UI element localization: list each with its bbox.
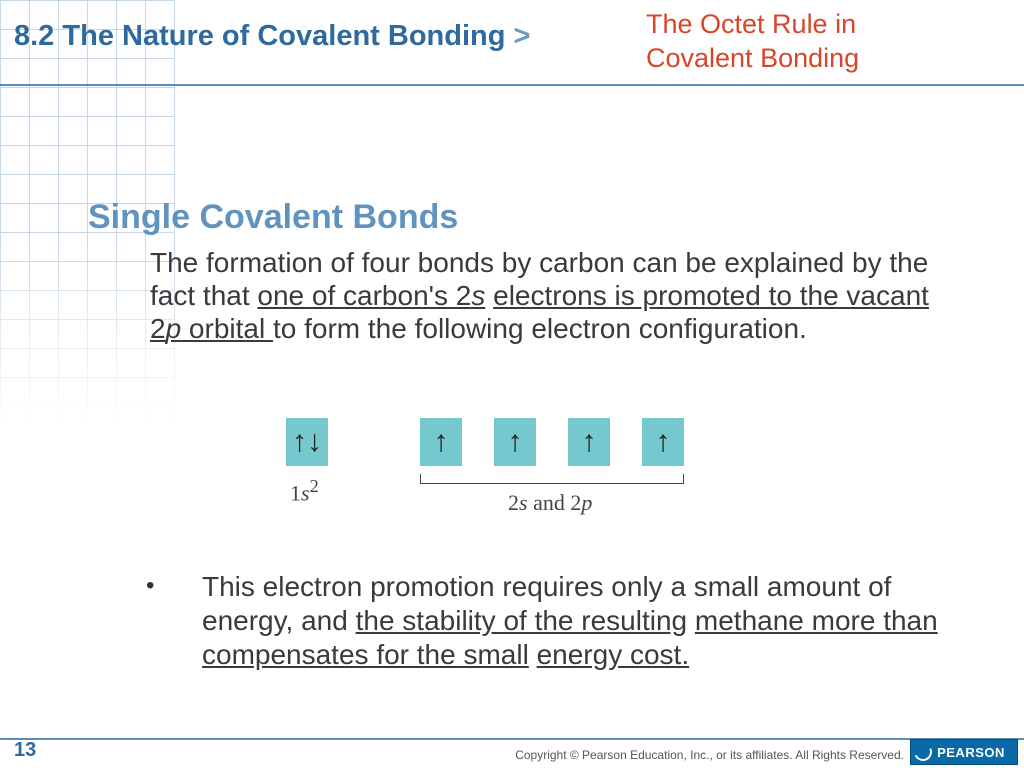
bullet-icon: • xyxy=(146,572,154,600)
orbital-box: ↑ xyxy=(494,418,536,466)
orbital-label-1s: 1s2 xyxy=(290,476,319,506)
chevron-icon: > xyxy=(514,20,531,52)
label-num: 2 xyxy=(508,490,519,515)
label-text: and 2 xyxy=(528,490,582,515)
para-underline: orbital xyxy=(181,313,273,344)
electron-config-diagram: ↑↓ ↑ ↑ ↑ ↑ 1s2 2s and 2p xyxy=(286,418,786,538)
label-ital: s xyxy=(301,480,310,505)
subheading: Single Covalent Bonds xyxy=(88,198,458,237)
topic-line: Covalent Bonding xyxy=(646,43,859,73)
orbital-box: ↑ xyxy=(420,418,462,466)
pearson-logo: PEARSON xyxy=(910,739,1018,765)
page-number: 13 xyxy=(14,739,36,762)
bullet-underline: energy cost. xyxy=(537,639,690,670)
main-paragraph: The formation of four bonds by carbon ca… xyxy=(150,246,940,345)
para-orbital: p xyxy=(166,313,182,344)
footer: 13 Copyright © Pearson Education, Inc., … xyxy=(0,738,1024,768)
pearson-logo-text: PEARSON xyxy=(937,745,1005,760)
label-ital: s xyxy=(519,490,528,515)
label-num: 1 xyxy=(290,480,301,505)
topic-title: The Octet Rule in Covalent Bonding xyxy=(646,8,996,76)
copyright-text: Copyright © Pearson Education, Inc., or … xyxy=(515,748,904,762)
bullet-underline: the stability of the resulting xyxy=(356,605,688,636)
section-title: 8.2 The Nature of Covalent Bonding > xyxy=(14,20,530,53)
orbital-box: ↑ xyxy=(568,418,610,466)
para-underline: one of carbon's 2 xyxy=(257,280,471,311)
section-name: The Nature of Covalent Bonding xyxy=(62,20,505,52)
topic-line: The Octet Rule in xyxy=(646,9,856,39)
orbital-box: ↑ xyxy=(642,418,684,466)
orbital-label-2s2p: 2s and 2p xyxy=(508,490,592,516)
header: 8.2 The Nature of Covalent Bonding > The… xyxy=(0,0,1024,86)
pearson-swoosh-icon xyxy=(911,740,934,763)
para-orbital: s xyxy=(471,280,485,311)
label-sup: 2 xyxy=(310,476,319,496)
bullet-item: • This electron promotion requires only … xyxy=(146,570,946,672)
para-text: to form the following electron configura… xyxy=(273,313,807,344)
bullet-text: This electron promotion requires only a … xyxy=(202,570,946,672)
label-ital: p xyxy=(581,490,592,515)
orbital-box: ↑↓ xyxy=(286,418,328,466)
section-number: 8.2 xyxy=(14,20,54,52)
orbital-bracket xyxy=(420,474,684,484)
